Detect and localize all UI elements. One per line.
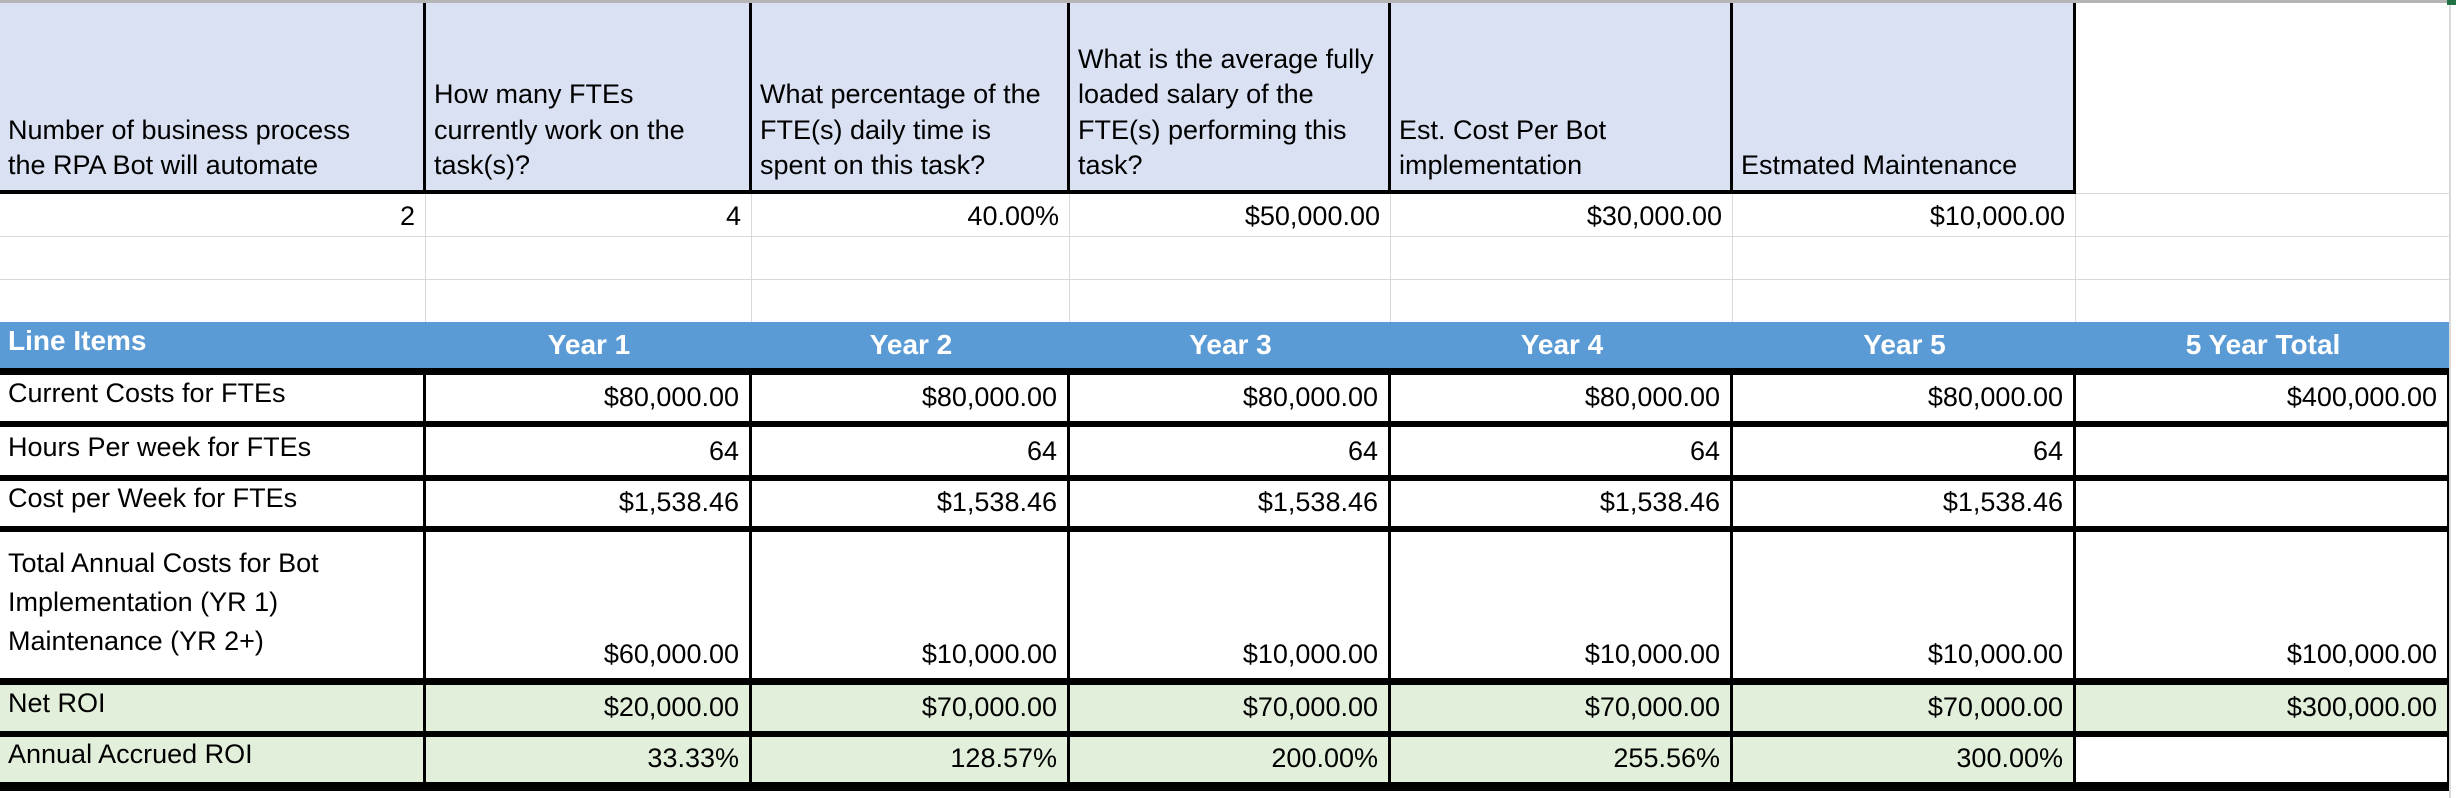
- row-label-cell[interactable]: Total Annual Costs for Bot Implementatio…: [0, 532, 426, 678]
- value-cell-year1[interactable]: 64: [426, 427, 752, 475]
- empty-cell[interactable]: [1733, 237, 2076, 280]
- input-label-num-ftes[interactable]: How many FTEs currently work on the task…: [426, 3, 752, 194]
- right-gridline: [2449, 3, 2451, 798]
- value-cell-year5[interactable]: 300.00%: [1733, 737, 2076, 782]
- value-cell-year5[interactable]: $80,000.00: [1733, 375, 2076, 421]
- input-value-salary[interactable]: $50,000.00: [1070, 194, 1391, 237]
- row-label-cell[interactable]: Current Costs for FTEs: [0, 375, 426, 421]
- empty-cell[interactable]: [2076, 194, 2450, 237]
- sheet-corner-green: [2447, 0, 2456, 5]
- value-cell-year5[interactable]: $70,000.00: [1733, 685, 2076, 731]
- value-cell-year1[interactable]: $20,000.00: [426, 685, 752, 731]
- empty-cell[interactable]: [1070, 237, 1391, 280]
- value-cell-year1[interactable]: $80,000.00: [426, 375, 752, 421]
- input-section: Number of business process the RPA Bot w…: [0, 3, 2450, 322]
- value-cell-year2[interactable]: $80,000.00: [752, 375, 1070, 421]
- row-hours-per-week: Hours Per week for FTEs 64 64 64 64 64: [0, 427, 2450, 481]
- empty-cell[interactable]: [426, 280, 752, 322]
- value-cell-year3[interactable]: $70,000.00: [1070, 685, 1391, 731]
- empty-cell[interactable]: [1733, 280, 2076, 322]
- roi-header-total[interactable]: 5 Year Total: [2076, 322, 2450, 368]
- value-cell-year4[interactable]: $1,538.46: [1391, 481, 1733, 526]
- empty-cell[interactable]: [0, 280, 426, 322]
- roi-header-year2[interactable]: Year 2: [752, 322, 1070, 368]
- row-net-roi: Net ROI $20,000.00 $70,000.00 $70,000.00…: [0, 685, 2450, 737]
- input-values-row: 2 4 40.00% $50,000.00 $30,000.00 $10,000…: [0, 194, 2450, 237]
- input-label-bot-cost[interactable]: Est. Cost Per Bot implementation: [1391, 3, 1733, 194]
- empty-cell[interactable]: [1391, 237, 1733, 280]
- row-label-cell[interactable]: Hours Per week for FTEs: [0, 427, 426, 475]
- total-cell[interactable]: [2076, 737, 2450, 782]
- input-value-pct-time[interactable]: 40.00%: [752, 194, 1070, 237]
- value-cell-year4[interactable]: $80,000.00: [1391, 375, 1733, 421]
- row-total-annual-costs: Total Annual Costs for Bot Implementatio…: [0, 532, 2450, 685]
- input-value-num-processes[interactable]: 2: [0, 194, 426, 237]
- empty-row: [0, 280, 2450, 322]
- empty-cell[interactable]: [426, 237, 752, 280]
- input-value-maintenance[interactable]: $10,000.00: [1733, 194, 2076, 237]
- row-current-costs: Current Costs for FTEs $80,000.00 $80,00…: [0, 375, 2450, 427]
- total-cell[interactable]: $400,000.00: [2076, 375, 2450, 421]
- value-cell-year2[interactable]: $10,000.00: [752, 532, 1070, 678]
- input-label-num-processes[interactable]: Number of business process the RPA Bot w…: [0, 3, 426, 194]
- empty-cell[interactable]: [2076, 237, 2450, 280]
- value-cell-year4[interactable]: $70,000.00: [1391, 685, 1733, 731]
- value-cell-year5[interactable]: $1,538.46: [1733, 481, 2076, 526]
- value-cell-year2[interactable]: $1,538.46: [752, 481, 1070, 526]
- total-cell[interactable]: [2076, 427, 2450, 475]
- empty-cell[interactable]: [752, 280, 1070, 322]
- value-cell-year5[interactable]: $10,000.00: [1733, 532, 2076, 678]
- total-cell[interactable]: $300,000.00: [2076, 685, 2450, 731]
- input-label-maintenance[interactable]: Estmated Maintenance: [1733, 3, 2076, 194]
- value-cell-year5[interactable]: 64: [1733, 427, 2076, 475]
- value-cell-year2[interactable]: 128.57%: [752, 737, 1070, 782]
- input-value-bot-cost[interactable]: $30,000.00: [1391, 194, 1733, 237]
- roi-table: Line Items Year 1 Year 2 Year 3 Year 4 Y…: [0, 322, 2450, 791]
- input-header-row: Number of business process the RPA Bot w…: [0, 3, 2450, 194]
- value-cell-year2[interactable]: 64: [752, 427, 1070, 475]
- value-cell-year3[interactable]: 200.00%: [1070, 737, 1391, 782]
- empty-cell[interactable]: [752, 237, 1070, 280]
- value-cell-year3[interactable]: $1,538.46: [1070, 481, 1391, 526]
- roi-header-year4[interactable]: Year 4: [1391, 322, 1733, 368]
- value-cell-year3[interactable]: $80,000.00: [1070, 375, 1391, 421]
- roi-header-year3[interactable]: Year 3: [1070, 322, 1391, 368]
- roi-header-line-items[interactable]: Line Items: [0, 322, 426, 368]
- value-cell-year1[interactable]: $1,538.46: [426, 481, 752, 526]
- empty-cell[interactable]: [1391, 280, 1733, 322]
- value-cell-year4[interactable]: 64: [1391, 427, 1733, 475]
- value-cell-year1[interactable]: 33.33%: [426, 737, 752, 782]
- value-cell-year2[interactable]: $70,000.00: [752, 685, 1070, 731]
- input-label-salary[interactable]: What is the average fully loaded salary …: [1070, 3, 1391, 194]
- row-annual-accrued-roi: Annual Accrued ROI 33.33% 128.57% 200.00…: [0, 737, 2450, 791]
- value-cell-year3[interactable]: 64: [1070, 427, 1391, 475]
- input-label-pct-time[interactable]: What percentage of the FTE(s) daily time…: [752, 3, 1070, 194]
- empty-cell[interactable]: [1070, 280, 1391, 322]
- total-cell[interactable]: [2076, 481, 2450, 526]
- total-cell[interactable]: $100,000.00: [2076, 532, 2450, 678]
- row-label-cell[interactable]: Cost per Week for FTEs: [0, 481, 426, 526]
- empty-header-cell[interactable]: [2076, 3, 2450, 194]
- roi-header-year5[interactable]: Year 5: [1733, 322, 2076, 368]
- row-cost-per-week: Cost per Week for FTEs $1,538.46 $1,538.…: [0, 481, 2450, 532]
- roi-header-row: Line Items Year 1 Year 2 Year 3 Year 4 Y…: [0, 322, 2450, 375]
- empty-cell[interactable]: [0, 237, 426, 280]
- row-label-cell[interactable]: Annual Accrued ROI: [0, 737, 426, 782]
- sheet-top-edge: [0, 0, 2456, 3]
- value-cell-year4[interactable]: 255.56%: [1391, 737, 1733, 782]
- value-cell-year3[interactable]: $10,000.00: [1070, 532, 1391, 678]
- value-cell-year1[interactable]: $60,000.00: [426, 532, 752, 678]
- roi-header-year1[interactable]: Year 1: [426, 322, 752, 368]
- empty-row: [0, 237, 2450, 280]
- input-value-num-ftes[interactable]: 4: [426, 194, 752, 237]
- empty-cell[interactable]: [2076, 280, 2450, 322]
- row-label-cell[interactable]: Net ROI: [0, 685, 426, 731]
- value-cell-year4[interactable]: $10,000.00: [1391, 532, 1733, 678]
